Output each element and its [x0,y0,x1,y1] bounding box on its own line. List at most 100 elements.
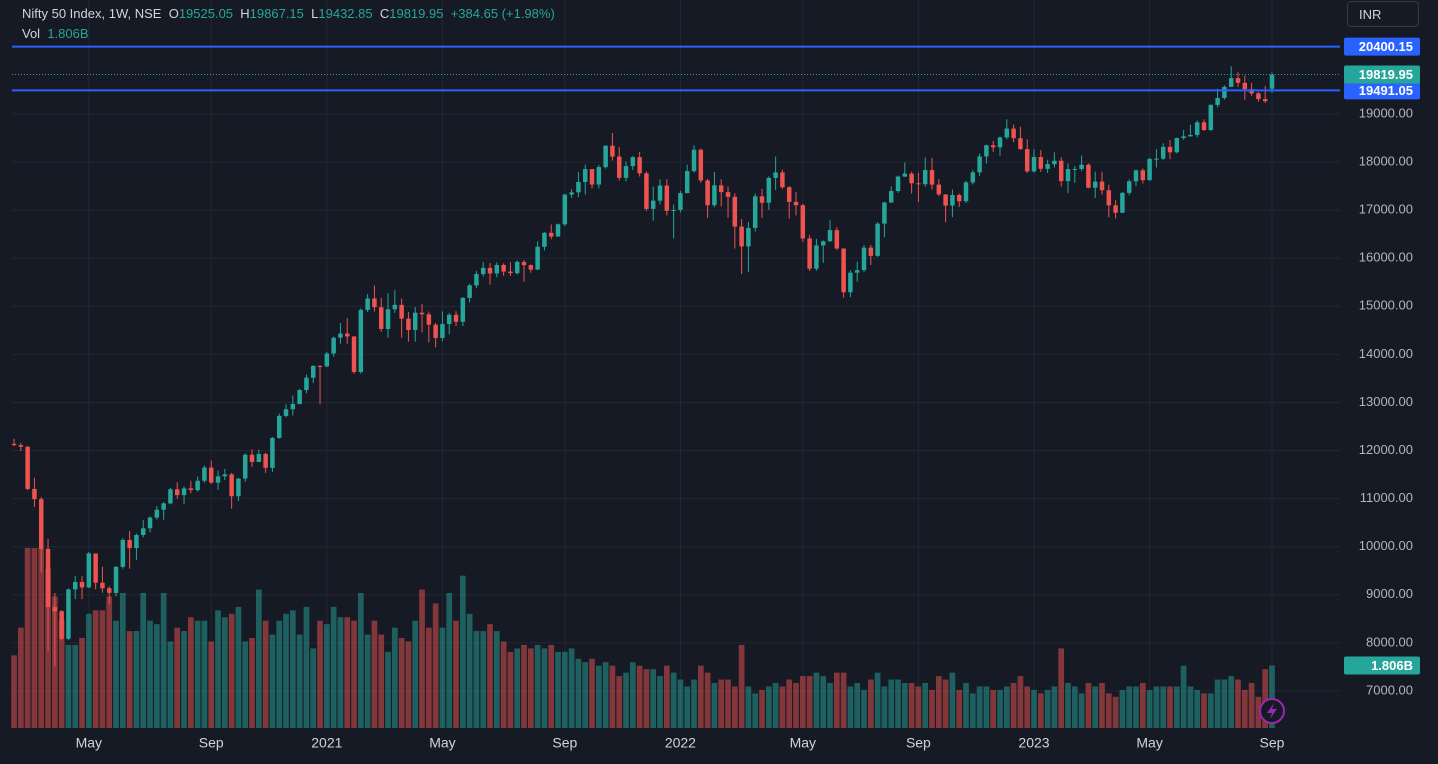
y-tick-label: 7000.00 [1366,682,1413,697]
candle-body [263,453,268,468]
volume-bar [221,617,228,728]
candle-body [746,227,751,247]
volume-bar [323,624,330,728]
volume-bar [181,631,187,728]
candle-body [11,443,17,446]
volume-bar [31,548,38,728]
currency-button[interactable]: INR [1347,1,1419,27]
volume-bar [466,613,473,728]
volume-bar [1201,693,1207,728]
volume-bar [1126,686,1133,728]
candle-body [66,589,71,639]
volume-row: Vol 1.806B [22,24,555,44]
candle-body [195,480,200,491]
candle-body [712,185,717,206]
candle-body [725,192,731,197]
candle-body [474,274,479,286]
x-tick-label: 2021 [311,735,342,751]
volume-bar [1153,686,1160,728]
volume-bar [534,644,541,728]
candle-body [848,272,853,293]
candle-body [86,553,92,588]
volume-bar [867,679,874,728]
volume-bar [296,634,303,728]
candle-body [1235,78,1241,83]
volume-bar [480,631,487,728]
candle-body [283,409,289,416]
candle-body [759,196,765,203]
volume-bar [11,655,17,728]
candle-body [236,478,241,497]
volume-bar [840,672,847,728]
volume-bar [357,593,364,728]
volume-bar [303,606,310,728]
volume-bar [555,651,561,728]
candle-body [93,553,98,583]
x-tick-label: Sep [906,735,931,751]
volume-bar [235,606,242,728]
y-tick-label: 15000.00 [1359,298,1413,313]
volume-bar [779,686,786,728]
candle-body [290,404,296,410]
candle-body [950,195,955,206]
candle-body [786,187,792,202]
candle-body [1120,192,1125,213]
volume-bar [1173,686,1180,728]
candle-body [997,137,1003,148]
volume-bar [174,627,181,728]
candle-body [120,539,126,567]
candle-body [1222,86,1227,98]
candle-body [1262,99,1268,102]
volume-bar [799,676,806,728]
volume-bar [126,631,133,728]
volume-bar [262,620,269,728]
volume-bar [1187,686,1194,728]
x-tick-label: Sep [199,735,224,751]
candle-body [943,194,948,206]
volume-bar [1228,676,1235,728]
volume-bar [419,589,425,728]
volume-bar [453,620,459,728]
volume-bar [425,627,432,728]
l-label: L [311,6,319,21]
candle-body [392,304,398,310]
volume-bar [72,644,79,728]
candle-body [453,314,459,322]
candle-body [399,304,404,319]
o-value: 19525.05 [178,6,234,21]
change: +384.65 (+1.98%) [450,6,555,21]
candle-body [324,353,330,367]
candle-body [834,230,840,249]
candle-body [1065,169,1071,182]
candle-body [297,390,302,405]
candle-body [718,185,724,193]
candle-body [1160,146,1166,159]
candle-body [814,245,819,269]
volume-bar [330,606,337,728]
volume-bar [1071,686,1078,728]
volume-bar [119,593,126,728]
volume-bar [24,548,31,728]
candle-body [501,264,506,272]
volume-bar [1065,683,1071,728]
hline-label: 19491.05 [1359,83,1413,98]
candle-body [1011,128,1016,139]
volume-bar [949,672,956,728]
candle-body [256,453,262,462]
candle-body [433,324,438,338]
y-tick-label: 11000.00 [1360,490,1413,505]
candle-body [916,183,921,185]
y-tick-label: 16000.00 [1359,250,1413,265]
volume-bar [147,620,153,728]
candle-body [1099,181,1105,191]
volume-bar [935,676,942,728]
volume-bar [412,620,419,728]
volume-bar [249,638,255,728]
candle-body [528,265,534,270]
volume-bar [582,662,589,728]
candle-body [664,185,670,211]
candle-body [32,488,37,500]
candle-body [644,173,649,209]
alert-icon-bolt [1267,703,1277,719]
